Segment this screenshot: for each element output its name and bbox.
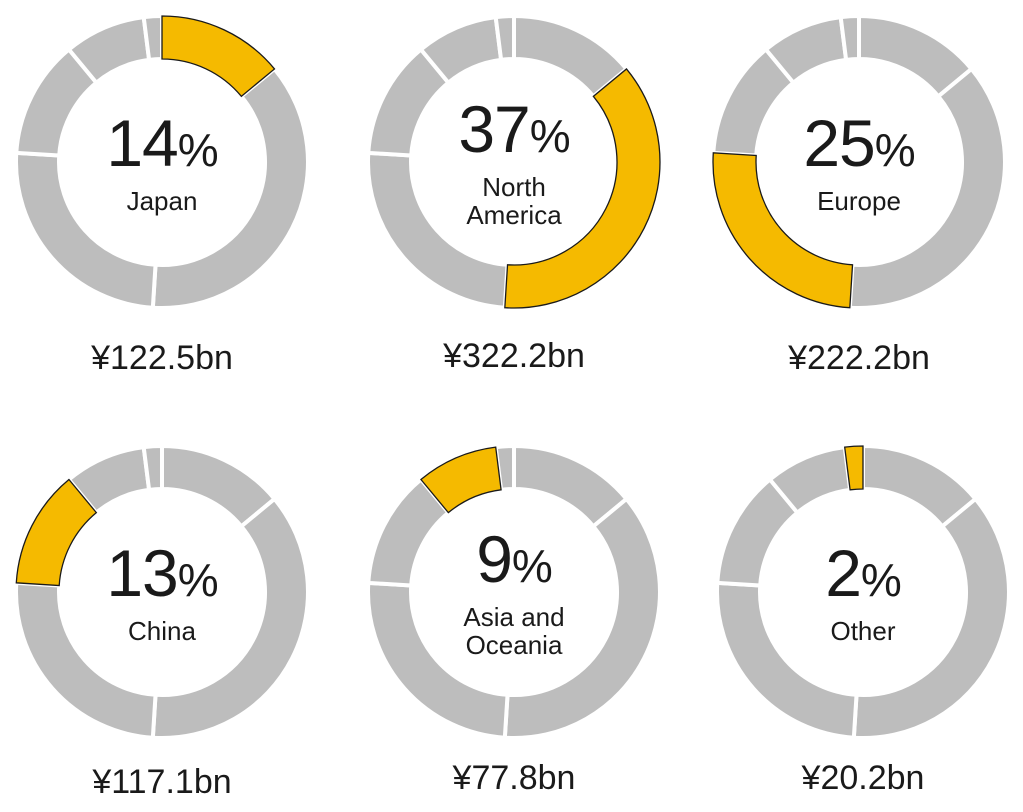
ring-segment-1 [150, 496, 310, 740]
donut-ring [366, 443, 662, 740]
donut-ring [366, 13, 661, 310]
donut-ring [14, 443, 310, 740]
highlight-segment-europe [712, 152, 854, 309]
percent-label: 25% [803, 105, 915, 180]
percent-label: 14% [106, 105, 218, 180]
ring-segment-5 [493, 13, 516, 63]
donut-chart-europe: 25% Europe [709, 12, 1009, 312]
ring-segment-1 [150, 66, 310, 310]
highlight-segment-asia-and-oceania [420, 446, 502, 514]
value-label-japan: ¥122.5bn [91, 339, 233, 377]
region-label: China [128, 615, 196, 646]
value-label-north-america: ¥322.2bn [443, 337, 585, 375]
highlight-segment-other [843, 445, 864, 491]
region-label: Asia and Oceania [463, 601, 565, 660]
region-label: Other [830, 615, 896, 646]
region-label: Europe [817, 185, 901, 216]
percent-label: 2% [825, 535, 902, 610]
value-label-asia-oceania: ¥77.8bn [452, 759, 576, 797]
highlight-segment-north-america [504, 68, 661, 309]
percent-label: 13% [106, 535, 218, 610]
donut-ring [711, 13, 1007, 310]
region-label: Japan [126, 185, 198, 216]
donut-chart-china: 13% China [12, 442, 312, 742]
donut-ring [715, 443, 1011, 740]
donut-chart-asia-oceania: 9% Asia and Oceania [364, 442, 664, 742]
ring-segment-5 [838, 13, 861, 63]
highlight-segment-japan [161, 15, 276, 98]
ring-segment-1 [851, 496, 1011, 740]
ring-segment-1 [847, 66, 1007, 310]
donut-chart-japan: 14% Japan [12, 12, 312, 312]
value-label-other: ¥20.2bn [801, 759, 925, 797]
donut-chart-other: 2% Other [713, 442, 1013, 742]
ring-segment-5 [141, 443, 164, 493]
value-label-china: ¥117.1bn [92, 763, 232, 801]
region-label: North America [466, 171, 562, 230]
percent-label: 9% [476, 521, 553, 596]
ring-segment-1 [502, 496, 662, 740]
percent-label: 37% [458, 91, 570, 166]
donut-chart-north-america: 37% North America [364, 12, 664, 312]
donut-ring [14, 13, 310, 310]
highlight-segment-china [15, 478, 98, 587]
value-label-europe: ¥222.2bn [788, 339, 930, 377]
